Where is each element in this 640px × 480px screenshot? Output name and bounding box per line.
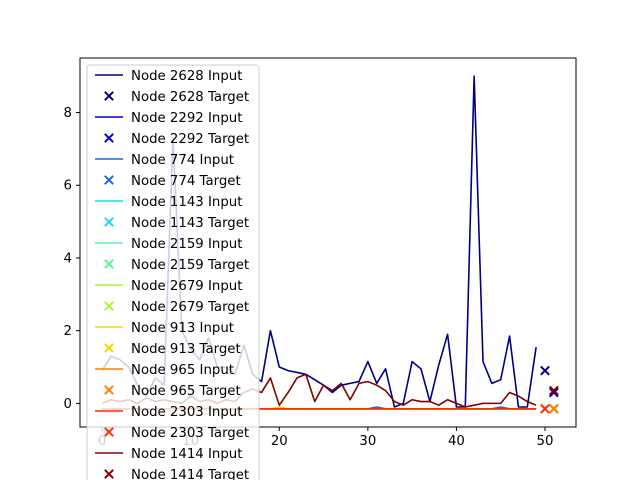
x-tick-label-5: 50 [537, 434, 554, 449]
x-tick-label-4: 40 [448, 434, 465, 449]
y-tick-label-2: 4 [64, 251, 72, 266]
legend-marker-swatch-0-stroke-b [104, 91, 114, 101]
y-tick-label-4: 8 [64, 106, 72, 121]
legend-label-input-6: Node 913 Input [131, 321, 234, 336]
legend-label-target-7: Node 965 Target [131, 384, 241, 399]
legend-marker-swatch-0 [104, 91, 114, 101]
legend-marker-swatch-9 [104, 469, 114, 479]
x-tick-label-2: 20 [271, 434, 288, 449]
target-marker-1 [548, 387, 559, 398]
y-tick-label-3: 6 [64, 179, 72, 194]
legend-label-input-0: Node 2628 Input [131, 69, 242, 84]
legend-label-input-2: Node 774 Input [131, 153, 234, 168]
legend-marker-swatch-9-stroke-b [104, 469, 114, 479]
legend-marker-swatch-5-stroke-b [104, 301, 114, 311]
legend-marker-swatch-7-stroke-b [104, 385, 114, 395]
x-tick-label-3: 30 [359, 434, 376, 449]
legend-label-input-8: Node 2303 Input [131, 405, 242, 420]
target-marker-8 [540, 403, 550, 414]
axes-frame [79, 57, 577, 428]
legend-label-input-7: Node 965 Input [131, 363, 234, 378]
legend-marker-swatch-3-stroke-b [104, 217, 114, 227]
target-marker-7 [548, 403, 559, 414]
legend-label-target-2: Node 774 Target [131, 174, 241, 189]
legend-label-target-9: Node 1414 Target [131, 468, 249, 480]
legend-label-target-0: Node 2628 Target [131, 90, 249, 105]
legend: Node 2628 Input Node 2628 Target Node 2292… [86, 64, 260, 480]
legend-label-target-6: Node 913 Target [131, 342, 241, 357]
legend-marker-swatch-7 [104, 385, 114, 395]
legend-marker-swatch-4-stroke-b [104, 259, 114, 269]
legend-label-input-5: Node 2679 Input [131, 279, 242, 294]
y-tick-label-0: 0 [64, 397, 72, 412]
legend-marker-swatch-1 [104, 133, 114, 143]
legend-label-target-8: Node 2303 Target [131, 426, 249, 441]
legend-marker-swatch-5 [104, 301, 114, 311]
legend-label-target-4: Node 2159 Target [131, 258, 249, 273]
target-marker-9 [548, 385, 559, 396]
legend-label-input-4: Node 2159 Input [131, 237, 242, 252]
target-marker-1-stroke-b [548, 387, 559, 398]
legend-marker-swatch-8-stroke-b [104, 427, 114, 437]
target-marker-0-stroke-b [540, 365, 550, 376]
legend-marker-swatch-8 [104, 427, 114, 437]
legend-label-target-1: Node 2292 Target [131, 132, 249, 147]
target-marker-9-stroke-b [548, 385, 559, 396]
legend-label-input-1: Node 2292 Input [131, 111, 242, 126]
legend-marker-swatch-4 [104, 259, 114, 269]
legend-marker-swatch-6 [104, 343, 114, 353]
legend-marker-swatch-6-stroke-b [104, 343, 114, 353]
legend-label-input-3: Node 1143 Input [131, 195, 242, 210]
legend-label-target-5: Node 2679 Target [131, 300, 249, 315]
legend-label-target-3: Node 1143 Target [131, 216, 249, 231]
legend-marker-swatch-3 [104, 217, 114, 227]
y-tick-label-1: 2 [64, 324, 72, 339]
target-marker-7-stroke-b [548, 403, 559, 414]
legend-marker-swatch-1-stroke-b [104, 133, 114, 143]
target-marker-0 [540, 365, 550, 376]
legend-marker-swatch-2-stroke-b [104, 175, 114, 185]
legend-label-input-9: Node 1414 Input [131, 447, 242, 462]
target-marker-8-stroke-b [540, 403, 550, 414]
legend-box [86, 64, 260, 480]
legend-marker-swatch-2 [104, 175, 114, 185]
